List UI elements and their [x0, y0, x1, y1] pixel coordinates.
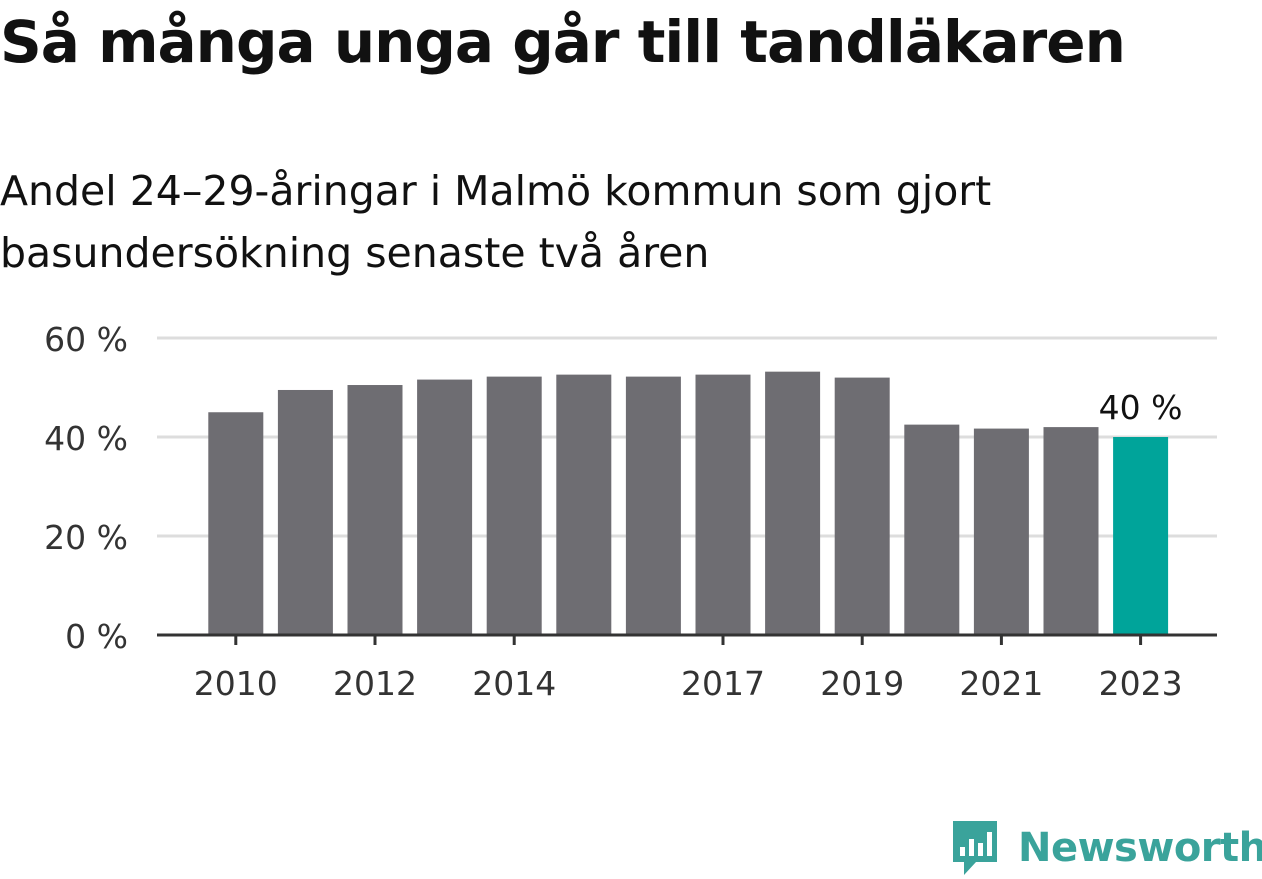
- bar-2019: [834, 377, 890, 635]
- y-axis-labels: 0 % 20 % 40 % 60 %: [44, 320, 128, 656]
- y-tick-label: 0 %: [65, 617, 128, 656]
- bar-2012: [347, 385, 403, 635]
- bar-2013: [417, 379, 473, 635]
- bar-2015: [556, 374, 612, 635]
- y-tick-label: 40 %: [44, 419, 128, 458]
- x-tick-label: 2017: [681, 664, 765, 703]
- newsworthy-logo-icon: [953, 821, 997, 875]
- bars: [208, 371, 1169, 635]
- x-tick-label: 2010: [194, 664, 278, 703]
- bar-2010: [208, 412, 264, 635]
- x-tick-label: 2014: [472, 664, 556, 703]
- brand-name: Newsworthy: [1018, 825, 1262, 871]
- bar-2017: [695, 374, 751, 635]
- x-axis: [157, 633, 1217, 645]
- chart-title: Så många unga går till tandläkaren: [0, 8, 1126, 76]
- bar-2020: [904, 424, 960, 635]
- y-tick-label: 60 %: [44, 320, 128, 359]
- data-labels: 40 %: [1099, 388, 1183, 427]
- newsworthy-logo: Newsworthy: [950, 818, 1262, 878]
- y-tick-label: 20 %: [44, 518, 128, 557]
- bar-2023: [1113, 437, 1169, 635]
- bar-chart: 0 % 20 % 40 % 60 % 2010 2012 2014 2017 2019 2021…: [44, 320, 1217, 703]
- x-axis-labels: 2010 2012 2014 2017 2019 2021 2023: [194, 664, 1183, 703]
- gridlines: [157, 336, 1217, 538]
- x-tick-label: 2019: [820, 664, 904, 703]
- bar-2011: [277, 389, 333, 635]
- bar-2016: [625, 376, 681, 635]
- bar-2014: [486, 376, 542, 635]
- bar-2018: [765, 371, 821, 635]
- data-label: 40 %: [1099, 388, 1183, 427]
- x-tick-label: 2023: [1099, 664, 1183, 703]
- chart-subtitle: Andel 24–29-åringar i Malmö kommun som g…: [0, 167, 992, 277]
- bar-2022: [1043, 427, 1099, 635]
- x-tick-label: 2012: [333, 664, 417, 703]
- bar-2021: [973, 428, 1029, 635]
- x-tick-label: 2021: [959, 664, 1043, 703]
